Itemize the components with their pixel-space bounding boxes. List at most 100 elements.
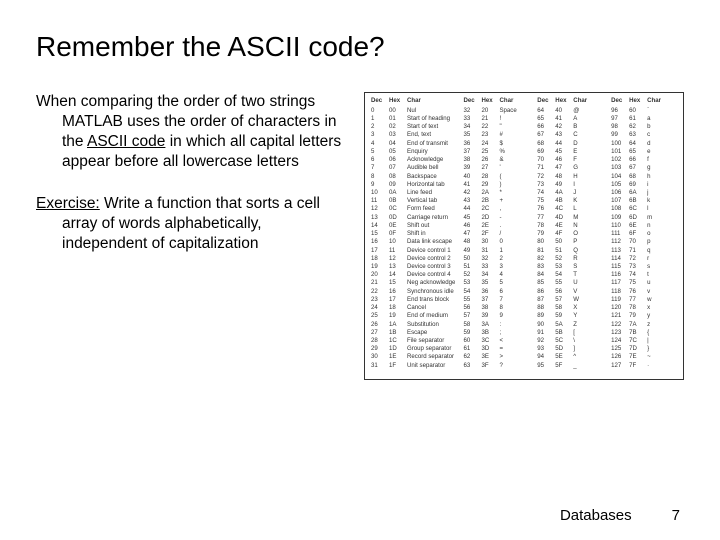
slide: Remember the ASCII code? When comparing … [0, 0, 720, 540]
ascii-header: Dec Hex Char [463, 97, 529, 105]
ascii-row: 955F_ [537, 362, 603, 370]
hdr-hex: Hex [481, 97, 495, 105]
ascii-row: 49311 [463, 247, 529, 255]
hdr-dec: Dec [463, 97, 477, 105]
ascii-row: 10367g [611, 164, 677, 172]
ascii-row: 613D= [463, 345, 529, 353]
ascii-row: 53355 [463, 279, 529, 287]
ascii-row: 7248H [537, 173, 603, 181]
ascii-rows-3: 6440@6541A6642B6743C6844D6945E7046F7147G… [537, 107, 603, 370]
ascii-row: 1913Device control 3 [371, 263, 455, 271]
para2-body: Write a function that sorts a cell array… [62, 195, 320, 252]
ascii-row: 404End of transmit [371, 140, 455, 148]
ascii-row: 8050P [537, 238, 603, 246]
ascii-row: 1106En [611, 222, 677, 230]
ascii-header: Dec Hex Char [537, 97, 603, 105]
page-number: 7 [672, 507, 680, 524]
ascii-row: 633F? [463, 362, 529, 370]
ascii-row: 311FUnit separator [371, 362, 455, 370]
ascii-header: Dec Hex Char [371, 97, 455, 105]
content-row: When comparing the order of two strings … [36, 92, 684, 380]
hdr-dec: Dec [371, 97, 385, 105]
ascii-row: 291DGroup separator [371, 345, 455, 353]
hdr-hex: Hex [389, 97, 403, 105]
ascii-row: 1610Data link escape [371, 238, 455, 246]
ascii-row: 3220Space [463, 107, 529, 115]
ascii-row: 925C\ [537, 337, 603, 345]
ascii-table-inner: Dec Hex Char 000Nul101Start of heading20… [371, 97, 677, 370]
footer: Databases 7 [560, 507, 680, 524]
hdr-dec: Dec [537, 97, 551, 105]
ascii-row: 1096Dm [611, 214, 677, 222]
ascii-row: 3321! [463, 115, 529, 123]
paragraph-2: Exercise: Write a function that sorts a … [36, 194, 346, 254]
ascii-group-4: Dec Hex Char 9660`9761a9862b9963c10064d1… [611, 97, 677, 370]
ascii-row: 8858X [537, 304, 603, 312]
hdr-char: Char [499, 97, 529, 105]
ascii-row: 4028( [463, 173, 529, 181]
ascii-row: 472F/ [463, 230, 529, 238]
ascii-row: 10468h [611, 173, 677, 181]
ascii-row: 707Audible bell [371, 164, 455, 172]
ascii-row: 11775u [611, 279, 677, 287]
ascii-row: 452D- [463, 214, 529, 222]
ascii-row: 7046F [537, 156, 603, 164]
ascii-row: 101Start of heading [371, 115, 455, 123]
ascii-row: 8959Y [537, 312, 603, 320]
ascii-rows-2: 3220Space3321!3422"3523#3624$3725%3826&3… [463, 107, 529, 370]
ascii-row: 150FShift in [371, 230, 455, 238]
ascii-row: 6440@ [537, 107, 603, 115]
ascii-row: 6541A [537, 115, 603, 123]
ascii-row: 1076Bk [611, 197, 677, 205]
ascii-row: 1066Aj [611, 189, 677, 197]
ascii-row: 9963c [611, 131, 677, 139]
ascii-row: 754BK [537, 197, 603, 205]
ascii-row: 301ERecord separator [371, 353, 455, 361]
ascii-row: 1267E~ [611, 353, 677, 361]
footer-label: Databases [560, 507, 632, 524]
ascii-row: 281CFile separator [371, 337, 455, 345]
ascii-row: 603C< [463, 337, 529, 345]
hdr-dec: Dec [611, 97, 625, 105]
hdr-char: Char [573, 97, 603, 105]
ascii-row: 945E^ [537, 353, 603, 361]
ascii-row: 3523# [463, 131, 529, 139]
ascii-row: 11876v [611, 288, 677, 296]
ascii-row: 11977w [611, 296, 677, 304]
ascii-row: 1711Device control 1 [371, 247, 455, 255]
ascii-row: 8252R [537, 255, 603, 263]
paragraph-1: When comparing the order of two strings … [36, 92, 346, 173]
ascii-row: 1237B{ [611, 329, 677, 337]
ascii-row: 1257D} [611, 345, 677, 353]
ascii-row: 1086Cl [611, 205, 677, 213]
ascii-row: 11270p [611, 238, 677, 246]
ascii-row: 3826& [463, 156, 529, 164]
ascii-row: 9862b [611, 123, 677, 131]
ascii-row: 2418Cancel [371, 304, 455, 312]
ascii-row: 54366 [463, 288, 529, 296]
ascii-row: 2519End of medium [371, 312, 455, 320]
ascii-row: 1227Az [611, 321, 677, 329]
ascii-row: 774DM [537, 214, 603, 222]
ascii-row: 9660` [611, 107, 677, 115]
ascii-row: 935D] [537, 345, 603, 353]
ascii-row: 10569i [611, 181, 677, 189]
ascii-row: 51333 [463, 263, 529, 271]
ascii-row: 271BEscape [371, 329, 455, 337]
ascii-row: 3927' [463, 164, 529, 172]
ascii-row: 57399 [463, 312, 529, 320]
ascii-row: 909Horizontal tab [371, 181, 455, 189]
ascii-row: 48300 [463, 238, 529, 246]
ascii-row: 1812Device control 2 [371, 255, 455, 263]
ascii-row: 10064d [611, 140, 677, 148]
ascii-row: 606Acknowledge [371, 156, 455, 164]
ascii-header: Dec Hex Char [611, 97, 677, 105]
ascii-row: 55377 [463, 296, 529, 304]
ascii-rows-1: 000Nul101Start of heading202Start of tex… [371, 107, 455, 370]
ascii-row: 1247C| [611, 337, 677, 345]
hdr-hex: Hex [629, 97, 643, 105]
para2-lead: Exercise: [36, 195, 100, 212]
ascii-row: 462E. [463, 222, 529, 230]
ascii-row: 303End, text [371, 131, 455, 139]
ascii-row: 623E> [463, 353, 529, 361]
